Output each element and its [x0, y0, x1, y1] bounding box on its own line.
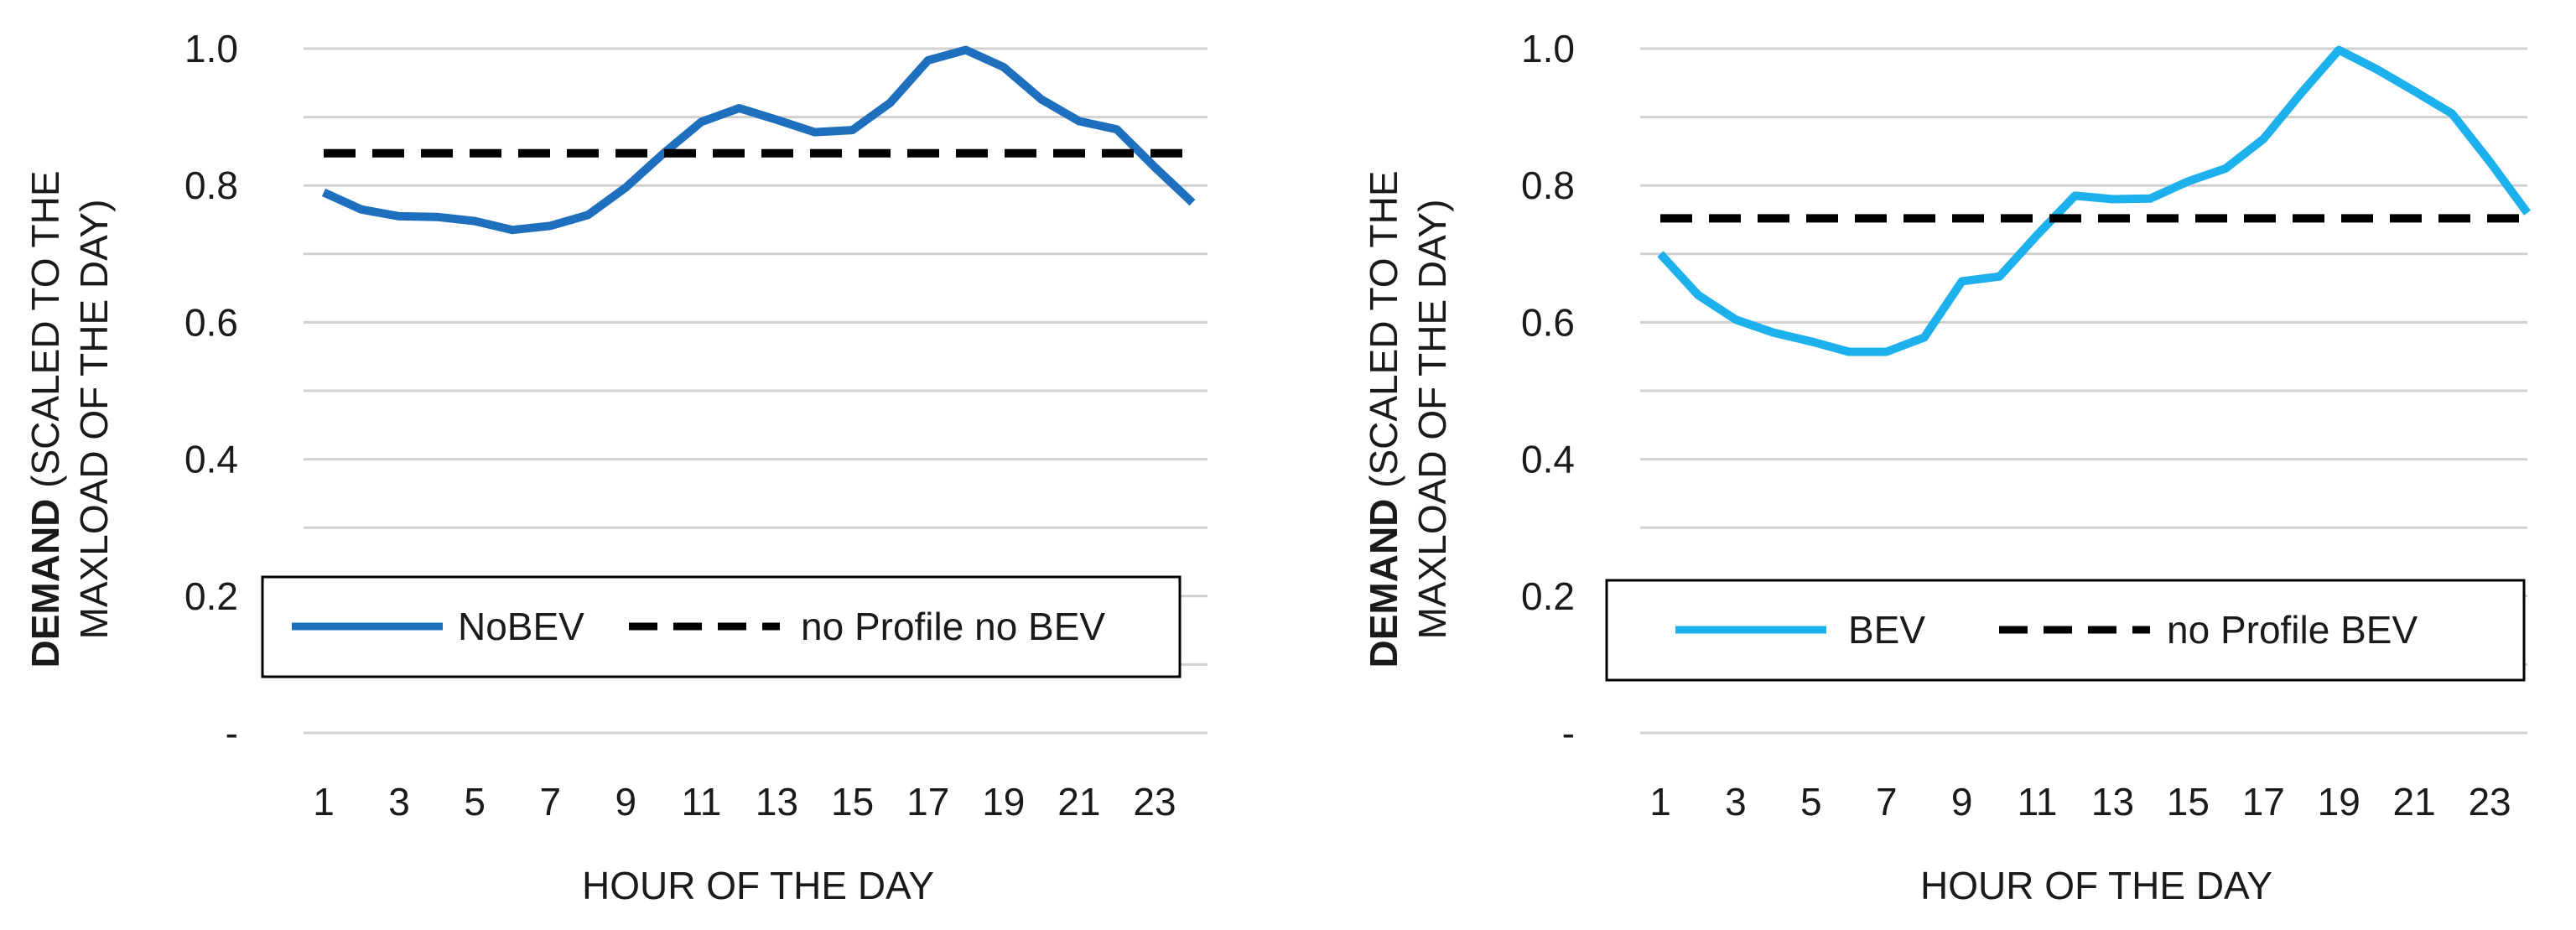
- x-tick-label: 3: [388, 780, 410, 823]
- chart-bev: -0.20.40.60.81.0 1 3 5 7 9 11 13 15 17 19 21 23 DEM…: [1362, 27, 2532, 907]
- x-tick-label: 21: [2393, 780, 2436, 823]
- x-tick-label: 1: [1649, 780, 1671, 823]
- x-tick-labels: 1 3 5 7 9 11 13 15 17 19 21 23: [313, 780, 1176, 823]
- x-tick-label: 15: [831, 780, 874, 823]
- y-tick-label: -: [1562, 711, 1575, 755]
- y-axis-label-rest: (SCALED TO THE: [1362, 170, 1405, 498]
- series-lines: [1657, 45, 2532, 356]
- legend: BEV no Profile BEV: [1605, 579, 2526, 682]
- x-axis-label: HOUR OF THE DAY: [582, 864, 934, 907]
- y-tick-label: 0.2: [1521, 574, 1575, 618]
- y-axis-label-line2: MAXLOAD OF THE DAY): [1410, 200, 1454, 640]
- legend-label-nobev: NoBEV: [458, 605, 584, 648]
- y-axis-label-rest: (SCALED TO THE: [23, 170, 67, 498]
- legend: NoBEV no Profile no BEV: [261, 575, 1182, 678]
- x-axis-label: HOUR OF THE DAY: [1920, 864, 2272, 907]
- y-tick-label: 0.6: [1521, 300, 1575, 344]
- legend-label-bev: BEV: [1848, 608, 1925, 652]
- y-tick-labels: - 0.2 0.4 0.6 0.8 1.0: [1521, 27, 1575, 755]
- x-tick-label: 9: [1951, 780, 1973, 823]
- y-tick-label: 0.8: [184, 164, 238, 207]
- x-tick-label: 23: [2468, 780, 2511, 823]
- y-axis-label-line1: DEMAND (SCALED TO THE: [1362, 170, 1405, 668]
- chart-nobev: -0.20.40.60.81.0 1 3 5 7 9 11 13 15 17 19 21 23 DEM…: [23, 27, 1208, 907]
- y-axis-label-bold: DEMAND: [1362, 499, 1405, 668]
- x-tick-label: 7: [1876, 780, 1898, 823]
- legend-label-no-profile-no-bev: no Profile no BEV: [801, 605, 1105, 648]
- legend-label-no-profile-bev: no Profile BEV: [2167, 608, 2418, 652]
- x-tick-label: 13: [756, 780, 798, 823]
- x-tick-label: 5: [1800, 780, 1822, 823]
- x-tick-label: 17: [906, 780, 949, 823]
- x-tick-label: 17: [2242, 780, 2285, 823]
- series-line-nobev: [321, 45, 1196, 235]
- x-tick-label: 5: [464, 780, 486, 823]
- x-tick-label: 23: [1133, 780, 1176, 823]
- y-tick-label: 0.4: [184, 438, 238, 481]
- x-tick-label: 11: [682, 780, 722, 823]
- x-tick-labels: 1 3 5 7 9 11 13 15 17 19 21 23: [1649, 780, 2511, 823]
- x-tick-label: 11: [2018, 780, 2058, 823]
- series-lines: [321, 45, 1196, 235]
- x-tick-label: 13: [2091, 780, 2134, 823]
- y-axis-label-bold: DEMAND: [23, 499, 67, 668]
- x-tick-label: 19: [2318, 780, 2360, 823]
- y-tick-label: 1.0: [184, 27, 238, 70]
- y-axis-label-line1: DEMAND (SCALED TO THE: [23, 170, 67, 668]
- x-tick-label: 9: [615, 780, 637, 823]
- y-tick-label: 0.8: [1521, 164, 1575, 207]
- x-tick-label: 21: [1057, 780, 1100, 823]
- y-axis-label-line2: MAXLOAD OF THE DAY): [72, 200, 116, 640]
- x-tick-label: 7: [539, 780, 561, 823]
- y-tick-label: 0.6: [184, 300, 238, 344]
- y-tick-labels: - 0.2 0.4 0.6 0.8 1.0: [184, 27, 238, 755]
- y-tick-label: 1.0: [1521, 27, 1575, 70]
- y-tick-label: -: [226, 711, 238, 755]
- x-tick-label: 19: [982, 780, 1025, 823]
- y-tick-label: 0.4: [1521, 438, 1575, 481]
- x-tick-label: 1: [313, 780, 335, 823]
- x-tick-label: 15: [2167, 780, 2210, 823]
- x-tick-label: 3: [1725, 780, 1747, 823]
- y-tick-label: 0.2: [184, 574, 238, 618]
- series-line-bev: [1657, 45, 2532, 356]
